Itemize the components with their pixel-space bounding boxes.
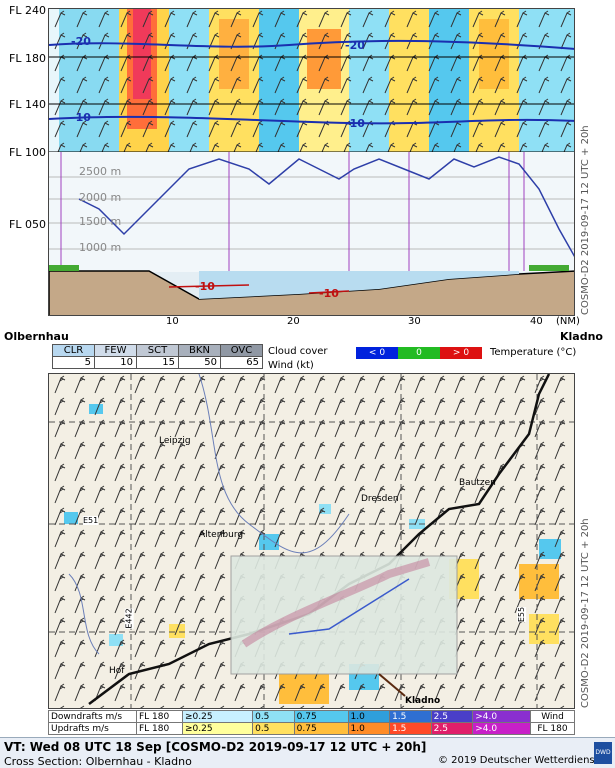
temp-above-zero: > 0 (440, 347, 482, 359)
map-panel[interactable]: Leipzig Dresden Bautzen Altenburg Hof Kl… (48, 373, 575, 709)
altitude-label: 2500 m (79, 165, 122, 178)
wind-value: 15 (136, 356, 179, 369)
map-side-label: COSMO-D2 2019-09-17 12 UTC + 20h (580, 518, 591, 708)
x-unit-label: (NM) (556, 316, 580, 327)
fl-180-label: FL 180 (9, 52, 46, 65)
fl-100-label: FL 100 (9, 146, 46, 159)
wind-value: 10 (94, 356, 137, 369)
cloud-category: SCT (136, 344, 179, 357)
isotherm-label: -10 (71, 111, 91, 124)
cloud-cover-label: Cloud cover (268, 346, 328, 357)
down-value: 2.5 (430, 710, 474, 723)
city-label: Bautzen (459, 478, 496, 488)
fl-140-label: FL 140 (9, 98, 46, 111)
fl-050-label: FL 050 (9, 218, 46, 231)
cloud-category: CLR (52, 344, 95, 357)
road-label: E55 (517, 606, 527, 623)
updrafts-label: Updrafts m/s (48, 722, 137, 735)
up-value: 0.5 (252, 722, 295, 735)
wind-legend-level: FL 180 (530, 722, 575, 735)
city-label: Leipzig (159, 436, 191, 446)
start-location: Olbernhau (4, 330, 69, 343)
fl-240-label: FL 240 (9, 4, 46, 17)
down-value: ≥0.25 (181, 710, 254, 723)
altitude-label: 2000 m (79, 191, 122, 204)
dwd-logo: DWD (594, 742, 612, 764)
x-tick-label: 40 (530, 316, 543, 327)
x-tick-label: 20 (287, 316, 300, 327)
temp-below-zero: < 0 (356, 347, 398, 359)
cloud-wind-legend: CLR FEW SCT BKN OVC 5 10 15 50 65 (52, 344, 263, 369)
cloud-category: BKN (178, 344, 221, 357)
isotherm-label: -10 (195, 280, 215, 293)
down-value: >4.0 (472, 710, 531, 723)
cross-section-panel: -20 -20 -10 -10 -10 -10 2500 m 2000 m 15… (48, 8, 575, 316)
down-level: FL 180 (136, 710, 183, 723)
up-value: >4.0 (472, 722, 531, 735)
cross-section-title: Cross Section: Olbernhau - Kladno (4, 755, 192, 768)
cloud-category: FEW (94, 344, 137, 357)
up-value: 2.5 (430, 722, 474, 735)
cross-section-plot (49, 9, 574, 315)
isotherm-label: -10 (345, 117, 365, 130)
temperature-label: Temperature (°C) (490, 347, 577, 358)
x-tick-label: 30 (408, 316, 421, 327)
city-label: Altenburg (199, 530, 244, 540)
draft-legend: Downdrafts m/s FL 180 ≥0.25 0.5 0.75 1.0… (48, 710, 575, 735)
city-label: Dresden (361, 494, 399, 504)
copyright: © 2019 Deutscher Wetterdienst (438, 755, 599, 766)
x-tick-label: 10 (166, 316, 179, 327)
down-value: 1.5 (389, 710, 432, 723)
city-label: Kladno (405, 696, 441, 706)
wind-label: Wind (kt) (268, 360, 314, 371)
wind-value: 65 (220, 356, 263, 369)
downdrafts-label: Downdrafts m/s (48, 710, 137, 723)
end-location: Kladno (560, 330, 603, 343)
up-value: 1.5 (389, 722, 432, 735)
up-level: FL 180 (136, 722, 183, 735)
down-value: 0.75 (293, 710, 349, 723)
wind-value: 50 (178, 356, 221, 369)
up-value: 0.75 (293, 722, 349, 735)
up-value: ≥0.25 (181, 722, 254, 735)
map-plot (49, 374, 574, 708)
isotherm-label: -20 (71, 35, 91, 48)
temp-zero: 0 (398, 347, 440, 359)
footer: VT: Wed 08 UTC 18 Sep [COSMO-D2 2019-09-… (0, 737, 615, 768)
altitude-label: 1000 m (79, 241, 122, 254)
wind-value: 5 (52, 356, 95, 369)
wind-legend-label: Wind (530, 710, 575, 723)
temperature-legend: < 0 0 > 0 (356, 347, 482, 359)
isotherm-label: -20 (345, 39, 365, 52)
cloud-category: OVC (220, 344, 263, 357)
down-value: 1.0 (347, 710, 391, 723)
down-value: 0.5 (252, 710, 295, 723)
isotherm-label: -10 (319, 287, 339, 300)
valid-time: VT: Wed 08 UTC 18 Sep [COSMO-D2 2019-09-… (4, 740, 427, 754)
road-label: E442 (124, 608, 134, 629)
city-label: Hof (109, 666, 125, 676)
up-value: 1.0 (347, 722, 391, 735)
cross-section-side-label: COSMO-D2 2019-09-17 12 UTC + 20h (580, 125, 591, 315)
altitude-label: 1500 m (79, 215, 122, 228)
road-label: E51 (83, 516, 99, 525)
